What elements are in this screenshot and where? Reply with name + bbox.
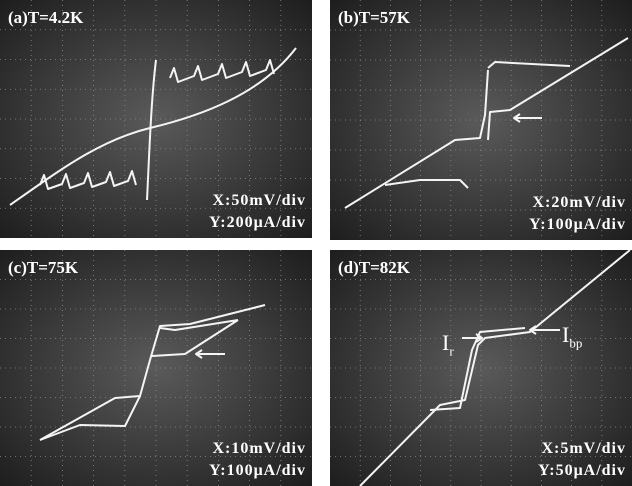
y-scale: Y:100μA/div [209, 462, 306, 480]
x-scale: X:5mV/div [541, 440, 626, 458]
annotation-sub: r [449, 343, 453, 358]
annotation-sub: bp [569, 335, 582, 350]
annotation: Ir [442, 330, 454, 359]
x-scale: X:50mV/div [212, 192, 306, 210]
y-scale: Y:100μA/div [529, 216, 626, 234]
panel: (b)T=57K X:20mV/div Y:100μA/div [330, 0, 632, 240]
panel: (a)T=4.2K X:50mV/div Y:200μA/div [0, 0, 312, 238]
y-scale: Y:50μA/div [538, 462, 626, 480]
panel: (d)T=82K Ir Ibp X:5mV/div Y:50μA/div [330, 250, 632, 486]
annotation: Ibp [562, 322, 582, 351]
panel-label: (a)T=4.2K [8, 8, 83, 28]
panel-label: (b)T=57K [338, 8, 410, 28]
page: (a)T=4.2K X:50mV/div Y:200μA/div (b)T=57… [0, 0, 632, 486]
x-scale: X:10mV/div [212, 440, 306, 458]
panel: (c)T=75K X:10mV/div Y:100μA/div [0, 250, 312, 486]
y-scale: Y:200μA/div [209, 214, 306, 232]
x-scale: X:20mV/div [532, 194, 626, 212]
panel-label: (c)T=75K [8, 258, 78, 278]
panel-label: (d)T=82K [338, 258, 410, 278]
